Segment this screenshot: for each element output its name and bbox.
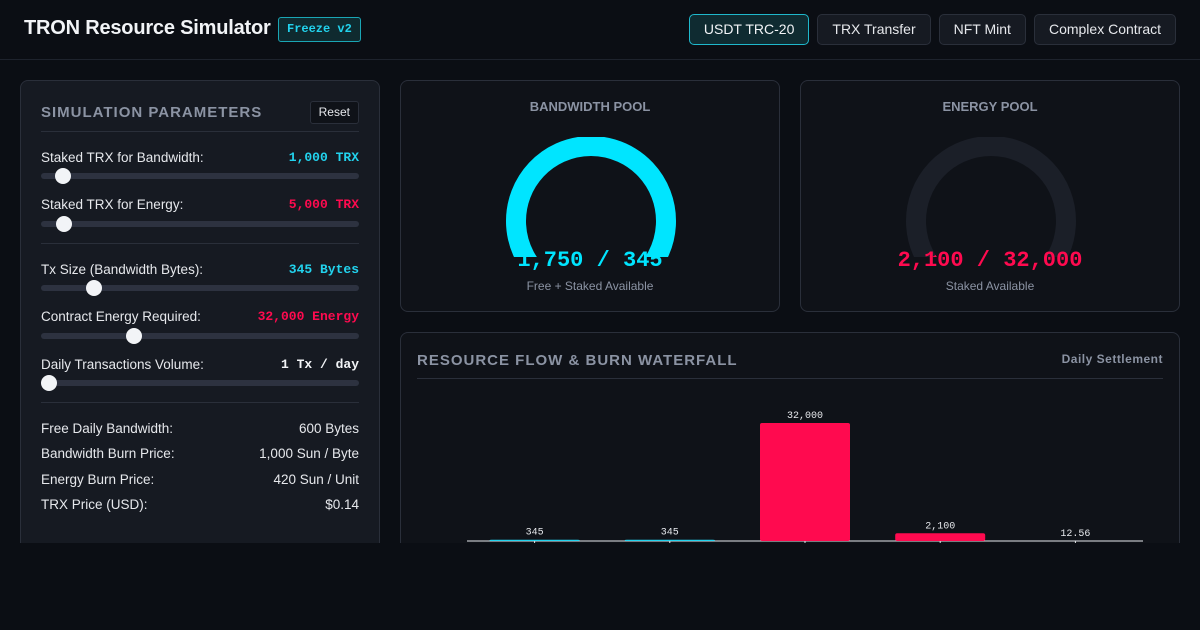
- stat-value: 1,000 Sun / Byte: [259, 446, 359, 461]
- bar-3: [760, 423, 850, 541]
- param-value: 5,000 TRX: [288, 197, 359, 212]
- reset-button[interactable]: Reset: [309, 101, 359, 124]
- param-value: 1 Tx / day: [280, 357, 359, 372]
- app-title: TRON Resource Simulator: [24, 17, 271, 39]
- tab-nft-mint[interactable]: NFT Mint: [938, 14, 1026, 45]
- divider: [41, 243, 359, 244]
- energy-gauge: [906, 137, 1076, 257]
- resource-flow-panel: RESOURCE FLOW & BURN WATERFALL Daily Set…: [400, 332, 1180, 572]
- stat-free-bandwidth: Free Daily Bandwidth: 600 Bytes: [41, 421, 359, 439]
- energy-gauge-track: [906, 137, 1076, 257]
- energy-pool-title: ENERGY POOL: [942, 99, 1038, 114]
- energy-pool-subtitle: Staked Available: [945, 279, 1035, 293]
- bandwidth-gauge-fill: [506, 137, 676, 257]
- bar-1: [489, 539, 580, 541]
- bar-2: [624, 539, 715, 541]
- stat-energy-burn-price: Energy Burn Price: 420 Sun / Unit: [41, 472, 359, 490]
- slider-thumb[interactable]: [125, 328, 142, 344]
- stat-value: 420 Sun / Unit: [273, 472, 359, 487]
- contract-energy-slider[interactable]: [41, 328, 359, 344]
- scenario-tabs: USDT TRC-20 TRX Transfer NFT Mint Comple…: [688, 14, 1176, 45]
- divider: [417, 378, 1163, 379]
- slider-thumb[interactable]: [86, 280, 103, 296]
- daily-volume-slider[interactable]: [41, 375, 359, 391]
- top-bar: TRON Resource Simulator Freeze v2 USDT T…: [0, 0, 1200, 60]
- bar-label-4: 2,100: [925, 521, 955, 532]
- slider-thumb[interactable]: [41, 375, 57, 391]
- stat-label: Free Daily Bandwidth:: [41, 421, 174, 436]
- simulation-parameters-panel: SIMULATION PARAMETERS Reset Staked TRX f…: [20, 80, 380, 560]
- stat-label: TRX Price (USD):: [41, 497, 148, 512]
- param-row-daily-volume: Daily Transactions Volume: 1 Tx / day: [41, 357, 359, 375]
- bar-4: [895, 533, 986, 541]
- tab-complex-contract[interactable]: Complex Contract: [1033, 14, 1176, 45]
- stat-trx-price: TRX Price (USD): $0.14: [41, 497, 359, 515]
- bandwidth-pool-card: BANDWIDTH POOL 1,750 / 345 Free + Staked…: [400, 80, 780, 312]
- param-value: 1,000 TRX: [288, 150, 359, 165]
- param-row-bandwidth-stake: Staked TRX for Bandwidth: 1,000 TRX: [41, 150, 359, 168]
- daily-settlement-label: Daily Settlement: [1061, 352, 1163, 366]
- bandwidth-pool-subtitle: Free + Staked Available: [526, 279, 654, 293]
- slider-thumb[interactable]: [56, 216, 73, 232]
- bandwidth-gauge: [506, 137, 676, 257]
- bar-label-5: 12.56: [1060, 529, 1090, 540]
- stat-value: $0.14: [325, 497, 359, 512]
- param-label: Staked TRX for Energy:: [41, 197, 184, 212]
- divider: [41, 402, 359, 403]
- version-badge: Freeze v2: [278, 17, 361, 42]
- energy-pool-value: 2,100 / 32,000: [897, 248, 1083, 273]
- param-label: Contract Energy Required:: [41, 309, 201, 324]
- param-label: Daily Transactions Volume:: [41, 357, 204, 372]
- tx-size-slider[interactable]: [41, 280, 359, 296]
- flow-title: RESOURCE FLOW & BURN WATERFALL: [417, 352, 738, 369]
- slider-thumb[interactable]: [54, 168, 71, 184]
- param-row-tx-size: Tx Size (Bandwidth Bytes): 345 Bytes: [41, 262, 359, 280]
- bandwidth-stake-slider[interactable]: [41, 168, 359, 184]
- bar-label-2: 345: [661, 528, 679, 539]
- stat-label: Bandwidth Burn Price:: [41, 446, 175, 461]
- energy-pool-card: ENERGY POOL 2,100 / 32,000 Staked Availa…: [800, 80, 1180, 312]
- energy-stake-slider[interactable]: [41, 216, 359, 232]
- param-value: 32,000 Energy: [257, 309, 359, 324]
- bar-label-3: 32,000: [787, 411, 823, 422]
- bar-label-1: 345: [526, 528, 544, 539]
- params-title: SIMULATION PARAMETERS: [41, 104, 263, 121]
- stat-label: Energy Burn Price:: [41, 472, 155, 487]
- bandwidth-pool-value: 1,750 / 345: [517, 248, 663, 273]
- waterfall-chart: 345 345 32,000 2,100 12.56: [467, 411, 1143, 545]
- param-row-energy-stake: Staked TRX for Energy: 5,000 TRX: [41, 197, 359, 215]
- param-label: Tx Size (Bandwidth Bytes):: [41, 262, 204, 277]
- stat-value: 600 Bytes: [298, 421, 359, 436]
- page-fold: [0, 543, 1200, 630]
- bandwidth-pool-title: BANDWIDTH POOL: [529, 99, 651, 114]
- param-row-contract-energy: Contract Energy Required: 32,000 Energy: [41, 309, 359, 327]
- stat-bandwidth-burn-price: Bandwidth Burn Price: 1,000 Sun / Byte: [41, 446, 359, 464]
- param-value: 345 Bytes: [288, 262, 359, 277]
- divider: [41, 131, 359, 132]
- tab-trx-transfer[interactable]: TRX Transfer: [817, 14, 931, 45]
- param-label: Staked TRX for Bandwidth:: [41, 150, 204, 165]
- tab-usdt-trc20[interactable]: USDT TRC-20: [688, 14, 810, 45]
